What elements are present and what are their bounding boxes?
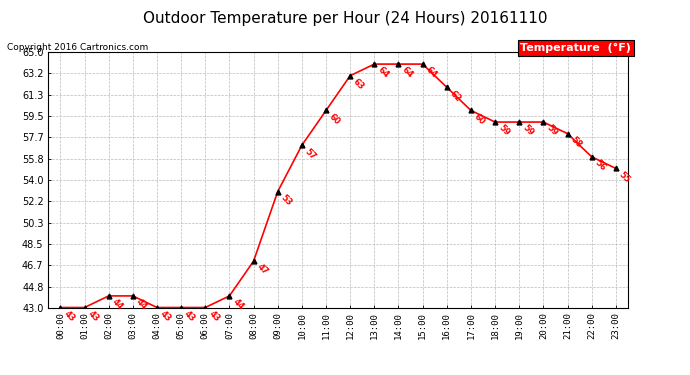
- Text: 64: 64: [376, 66, 391, 80]
- Text: 44: 44: [135, 297, 149, 312]
- Text: 58: 58: [569, 135, 584, 150]
- Text: 62: 62: [448, 88, 463, 104]
- Text: 43: 43: [183, 309, 197, 324]
- Text: 64: 64: [400, 66, 415, 80]
- Text: 43: 43: [86, 309, 101, 324]
- Text: 44: 44: [110, 297, 125, 312]
- Text: Copyright 2016 Cartronics.com: Copyright 2016 Cartronics.com: [7, 43, 148, 52]
- Text: 43: 43: [159, 309, 173, 324]
- Text: 53: 53: [279, 193, 294, 208]
- Text: 59: 59: [521, 123, 535, 138]
- Text: 43: 43: [207, 309, 221, 324]
- Text: Outdoor Temperature per Hour (24 Hours) 20161110: Outdoor Temperature per Hour (24 Hours) …: [143, 11, 547, 26]
- Text: 59: 59: [545, 123, 560, 138]
- Text: 57: 57: [304, 147, 318, 161]
- Text: 43: 43: [62, 309, 77, 324]
- Text: 60: 60: [328, 112, 342, 126]
- Text: Temperature  (°F): Temperature (°F): [520, 43, 631, 53]
- Text: 64: 64: [424, 66, 439, 80]
- Text: 59: 59: [497, 123, 511, 138]
- Text: 55: 55: [618, 170, 632, 184]
- Text: 44: 44: [231, 297, 246, 312]
- Text: 47: 47: [255, 262, 270, 277]
- Text: 56: 56: [593, 158, 608, 173]
- Text: 60: 60: [473, 112, 487, 126]
- Text: 63: 63: [352, 77, 366, 92]
